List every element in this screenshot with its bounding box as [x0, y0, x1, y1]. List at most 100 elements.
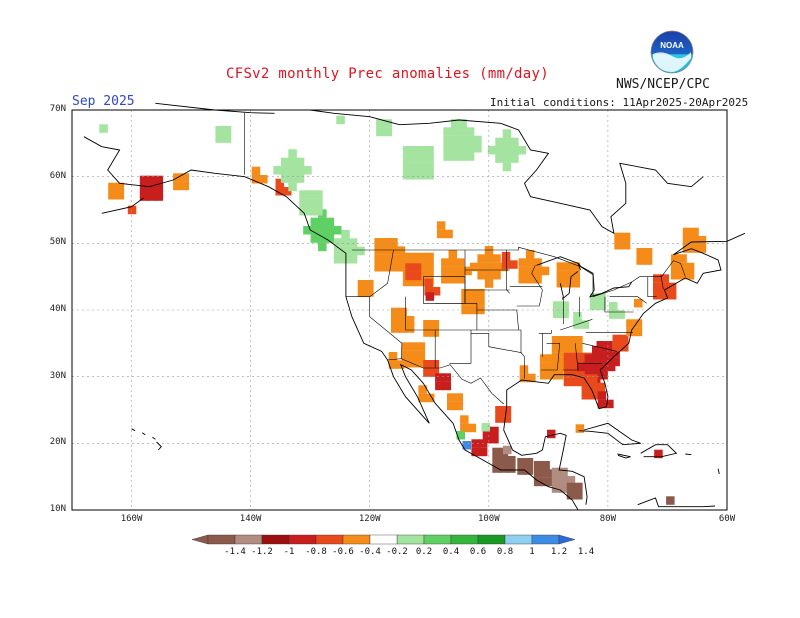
coastline-segment [637, 497, 716, 508]
anomaly-cell [495, 414, 504, 423]
colorbar-segment [450, 534, 479, 545]
anomaly-cell [139, 192, 149, 201]
anomaly-cell [614, 232, 623, 242]
anomaly-cell [616, 310, 625, 319]
anomaly-cell [517, 466, 526, 475]
colorbar-segment [531, 534, 560, 545]
anomaly-cell [580, 320, 590, 329]
anomaly-cell [288, 149, 297, 158]
colorbar-segment [207, 534, 236, 545]
colorbar-tick-label: -0.8 [305, 547, 327, 557]
anomaly-cell [581, 391, 591, 400]
anomaly-cell [551, 467, 561, 477]
colorbar-tick-label: -0.2 [386, 547, 408, 557]
anomaly-cell [402, 277, 412, 287]
anomaly-cell [396, 263, 406, 272]
coastline-segment [152, 436, 156, 440]
anomaly-cell [626, 319, 635, 328]
anomaly-cell [448, 266, 457, 276]
anomaly-cell [571, 361, 580, 370]
anomaly-cell [275, 178, 284, 188]
anomaly-cell [147, 175, 156, 185]
border-segment [582, 343, 617, 352]
anomaly-cell [280, 174, 290, 183]
anomaly-cell [612, 343, 621, 352]
anomaly-cell [467, 423, 477, 433]
coastline-segment [536, 256, 581, 271]
anomaly-cell [571, 262, 580, 271]
anomaly-cell [180, 173, 189, 182]
anomaly-cell [465, 144, 475, 153]
anomaly-cell [556, 270, 566, 280]
anomaly-cell [643, 256, 653, 265]
anomaly-cell [450, 135, 460, 145]
anomaly-cell [495, 406, 504, 415]
anomaly-cell [533, 258, 542, 267]
anomaly-cell [592, 346, 601, 355]
anomaly-cell [431, 287, 441, 296]
coastline-segment [685, 453, 692, 456]
anomaly-cell [443, 135, 452, 145]
anomaly-cell [553, 309, 562, 319]
colorbar-segment [423, 534, 452, 545]
anomaly-cell [589, 374, 598, 383]
anomaly-cell [314, 207, 323, 216]
noaa-logo-text: NOAA [660, 41, 684, 50]
anomaly-cell [402, 146, 412, 155]
border-segment [351, 246, 686, 298]
anomaly-cell [547, 371, 556, 380]
lat-tick-label: 30N [49, 370, 66, 381]
anomaly-cell [564, 262, 573, 271]
anomaly-cell [478, 447, 488, 457]
anomaly-cell [374, 238, 383, 247]
anomaly-cell [388, 352, 398, 361]
anomaly-cell [533, 266, 542, 276]
anomaly-cell [273, 166, 282, 175]
colorbar-tick-label: -1.4 [224, 547, 246, 557]
anomaly-cell [391, 324, 400, 333]
agency-label: NWS/NCEP/CPC [616, 77, 710, 92]
anomaly-cell [611, 349, 620, 358]
anomaly-cell [501, 252, 511, 261]
forecast-month: Sep 2025 [72, 94, 135, 109]
coastline-segment [155, 102, 275, 114]
anomaly-cell [374, 246, 383, 255]
anomaly-cell [314, 198, 323, 208]
anomaly-cell [566, 344, 576, 353]
anomaly-cell [465, 152, 475, 161]
anomaly-cell [405, 271, 414, 281]
colorbar-segment [477, 534, 506, 545]
anomaly-cell [333, 238, 343, 247]
anomaly-cell [288, 166, 297, 175]
lon-tick-label: 80W [599, 514, 617, 524]
anomaly-cell [444, 229, 453, 239]
anomaly-cell [416, 359, 426, 368]
anomaly-cell [401, 350, 411, 360]
border-segment [449, 330, 472, 364]
anomaly-cell [678, 262, 687, 272]
anomaly-cell [597, 293, 606, 302]
anomaly-cell [571, 352, 580, 362]
anomaly-cell [667, 291, 677, 300]
anomaly-cell [678, 271, 687, 280]
coastline-segment [717, 468, 720, 475]
anomaly-cell [653, 274, 662, 283]
anomaly-cell [396, 254, 406, 264]
anomaly-cell [560, 309, 569, 319]
anomaly-cell [596, 349, 605, 358]
anomaly-cell [405, 316, 415, 325]
anomaly-cell [554, 362, 564, 372]
anomaly-cell [99, 124, 108, 133]
anomaly-cell [325, 234, 334, 243]
anomaly-cell [633, 327, 643, 337]
anomaly-cell [376, 119, 385, 128]
anomaly-cell [468, 297, 478, 306]
anomaly-cell [596, 341, 605, 350]
anomaly-cell [490, 426, 499, 436]
anomaly-cell [465, 135, 475, 145]
anomaly-cell [280, 166, 290, 175]
colorbar-tick-label: 0.2 [415, 547, 433, 557]
anomaly-cell [310, 234, 320, 243]
lat-tick-label: 70N [49, 104, 66, 114]
anomaly-cell [518, 266, 527, 276]
